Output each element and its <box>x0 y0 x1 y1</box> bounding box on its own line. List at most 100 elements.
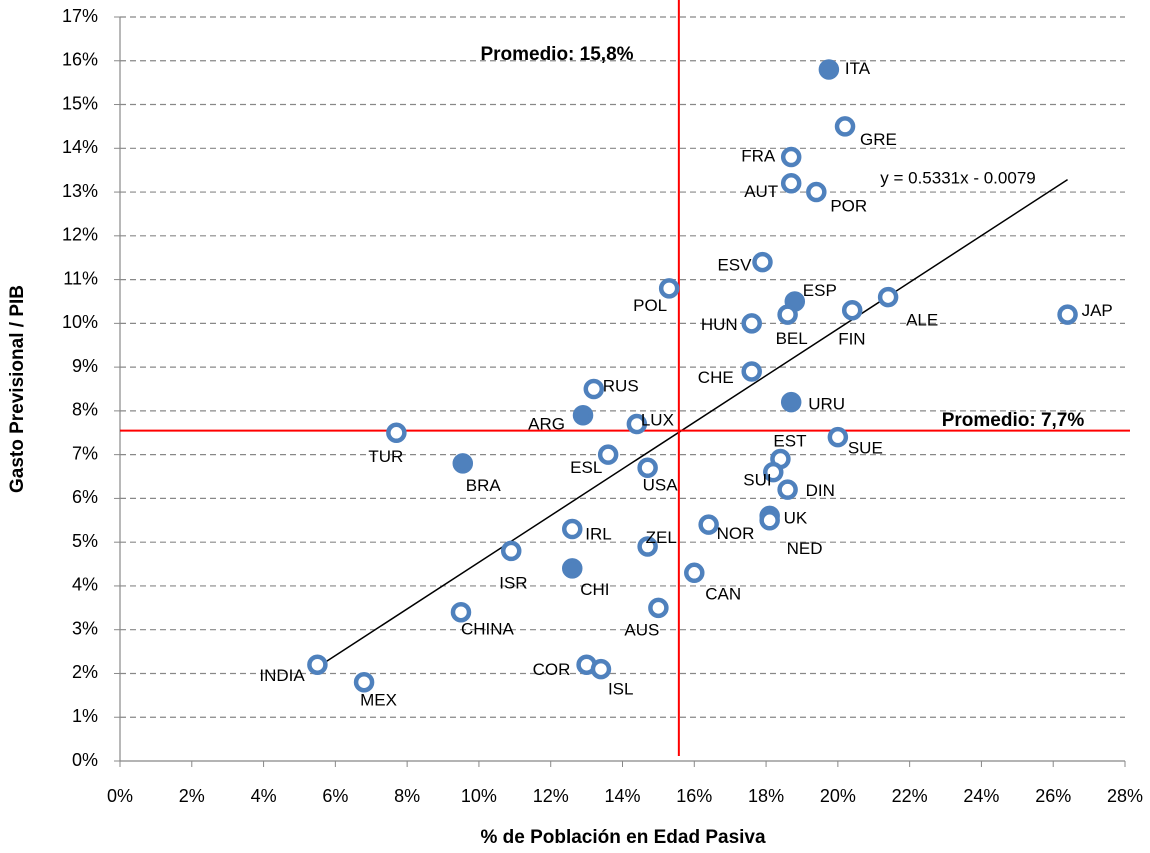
point <box>763 461 784 483</box>
point-label: TUR <box>368 447 403 466</box>
point <box>827 426 849 448</box>
point-label: MEX <box>360 691 397 710</box>
y-tick-label: 12% <box>62 225 98 245</box>
annotation: Promedio: 7,7% <box>942 410 1085 431</box>
point-label: POR <box>830 197 867 216</box>
point <box>759 510 780 531</box>
point <box>777 479 798 500</box>
point <box>386 422 407 444</box>
point <box>741 313 762 334</box>
point-label: URU <box>808 395 845 414</box>
y-tick-label: 0% <box>72 750 98 770</box>
trendline <box>317 179 1068 668</box>
y-tick-label: 17% <box>62 6 98 26</box>
y-tick-label: 11% <box>63 268 98 288</box>
point-label: FRA <box>741 147 776 166</box>
y-tick-label: 3% <box>72 618 98 638</box>
annotation: Promedio: 15,8% <box>480 44 633 65</box>
point <box>818 59 840 80</box>
x-tick-label: 12% <box>533 786 569 806</box>
point-label: ESL <box>570 458 602 477</box>
point-label: SUI <box>743 471 771 490</box>
point-label: LUX <box>641 410 674 429</box>
point-label: NED <box>787 539 823 558</box>
point <box>307 654 328 675</box>
x-axis-title: % de Población en Edad Pasiva <box>480 827 766 848</box>
point-label: FIN <box>838 330 865 349</box>
point-label: AUT <box>744 182 778 201</box>
y-tick-label: 4% <box>72 575 98 595</box>
x-tick-label: 18% <box>748 786 784 806</box>
point-label: GRE <box>860 130 897 149</box>
point <box>658 278 680 299</box>
y-tick-label: 9% <box>72 356 98 376</box>
point-label: INDIA <box>259 666 305 685</box>
point <box>741 361 762 382</box>
x-tick-label: 26% <box>1035 786 1071 806</box>
point-label: POL <box>633 296 667 315</box>
point <box>777 304 798 325</box>
y-tick-label: 16% <box>62 50 98 70</box>
point-label: ESP <box>803 281 837 300</box>
x-tick-label: 22% <box>892 786 928 806</box>
point-label: ITA <box>845 59 871 78</box>
point <box>597 444 619 465</box>
point <box>648 597 669 619</box>
x-tick-label: 6% <box>322 786 348 806</box>
point <box>562 518 583 540</box>
point-label: ESV <box>717 256 752 275</box>
point <box>780 146 802 168</box>
point <box>353 671 375 693</box>
point <box>780 173 802 194</box>
y-tick-label: 10% <box>62 312 98 332</box>
point-label: ARG <box>528 415 565 434</box>
y-tick-label: 1% <box>72 706 98 726</box>
point <box>500 540 522 562</box>
y-tick-label: 5% <box>72 531 98 551</box>
x-tick-label: 10% <box>461 786 497 806</box>
point <box>1057 304 1078 325</box>
x-tick-label: 16% <box>676 786 712 806</box>
point-label: HUN <box>701 315 738 334</box>
x-tick-label: 2% <box>179 786 205 806</box>
point-label: UK <box>784 508 808 527</box>
point <box>752 251 773 273</box>
x-tick-label: 8% <box>394 786 420 806</box>
point-label: CHINA <box>461 620 515 639</box>
point-label: CAN <box>705 584 741 603</box>
point-label: ISR <box>499 573 527 592</box>
point-label: DIN <box>806 481 835 500</box>
point-label: BRA <box>466 476 502 495</box>
point-label: USA <box>643 475 679 494</box>
point <box>637 536 658 557</box>
y-tick-label: 6% <box>72 487 98 507</box>
point <box>637 457 658 479</box>
point-label: SUE <box>848 439 883 458</box>
point <box>834 116 856 137</box>
point <box>572 405 594 426</box>
point-label: ISL <box>608 680 634 699</box>
y-tick-label: 7% <box>72 443 98 463</box>
y-tick-label: 8% <box>72 400 98 420</box>
point <box>806 181 827 203</box>
annotation: y = 0.5331x - 0.0079 <box>880 168 1035 187</box>
point-label: COR <box>533 660 571 679</box>
y-tick-label: 13% <box>62 181 98 201</box>
point-label: BEL <box>776 329 808 348</box>
x-tick-label: 0% <box>107 786 133 806</box>
x-tick-label: 4% <box>251 786 277 806</box>
point-label: CHI <box>580 580 609 599</box>
y-tick-label: 15% <box>62 93 98 113</box>
point-label: ZEL <box>646 528 677 547</box>
x-tick-label: 14% <box>604 786 640 806</box>
x-tick-label: 20% <box>820 786 856 806</box>
point <box>698 514 719 535</box>
point <box>590 658 612 680</box>
point <box>626 413 648 435</box>
point <box>562 558 583 579</box>
point-label: CHE <box>698 368 734 387</box>
point-label: JAP <box>1082 301 1113 320</box>
point-label: EST <box>773 432 806 451</box>
point <box>452 453 474 474</box>
